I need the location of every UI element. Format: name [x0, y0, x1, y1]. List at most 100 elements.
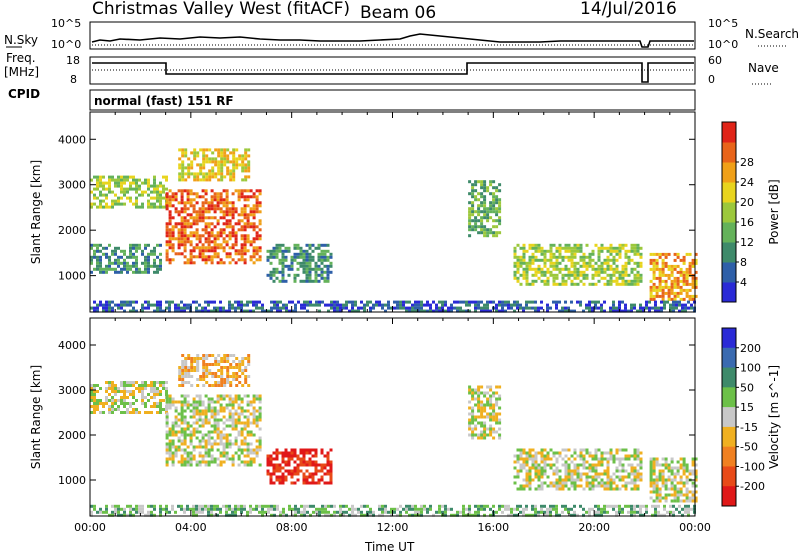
- data-cell: [272, 457, 276, 461]
- data-cell: [667, 469, 671, 473]
- data-cell: [237, 397, 241, 401]
- data-cell: [198, 234, 202, 238]
- data-cell: [168, 397, 172, 401]
- data-cell: [676, 276, 680, 280]
- data-cell: [528, 246, 532, 250]
- data-cell: [558, 267, 562, 271]
- data-cell: [195, 504, 198, 508]
- data-cell: [405, 504, 408, 508]
- data-cell: [639, 478, 643, 482]
- data-cell: [234, 439, 238, 443]
- data-cell: [249, 442, 253, 446]
- data-cell: [196, 369, 200, 372]
- data-cell: [363, 303, 366, 307]
- data-cell: [153, 381, 156, 384]
- data-cell: [408, 513, 411, 517]
- data-cell: [243, 439, 247, 443]
- data-cell: [299, 469, 303, 473]
- data-cell: [582, 255, 586, 259]
- data-cell: [492, 180, 496, 184]
- data-cell: [357, 309, 360, 313]
- data-cell: [183, 303, 186, 307]
- data-cell: [238, 381, 242, 384]
- data-cell: [293, 460, 297, 464]
- data-cell: [123, 193, 126, 197]
- data-cell: [633, 261, 637, 265]
- data-cell: [546, 451, 550, 455]
- data-cell: [639, 472, 643, 476]
- data-cell: [207, 234, 211, 238]
- data-cell: [564, 249, 568, 253]
- data-cell: [231, 213, 235, 217]
- data-cell: [624, 469, 628, 473]
- data-cell: [585, 472, 589, 476]
- data-cell: [293, 469, 297, 473]
- data-cell: [216, 457, 220, 461]
- data-cell: [123, 402, 126, 405]
- data-cell: [510, 510, 513, 514]
- data-cell: [351, 303, 354, 307]
- data-cell: [534, 454, 538, 458]
- data-cell: [180, 457, 184, 461]
- data-cell: [223, 160, 227, 164]
- data-cell: [208, 148, 212, 152]
- data-cell: [225, 252, 229, 256]
- data-cell: [636, 270, 640, 274]
- data-cell: [603, 276, 607, 280]
- data-cell: [468, 192, 472, 196]
- data-cell: [269, 457, 273, 461]
- data-cell: [266, 457, 270, 461]
- data-cell: [123, 249, 126, 253]
- data-cell: [96, 264, 99, 268]
- data-cell: [582, 258, 586, 262]
- data-cell: [672, 309, 675, 313]
- data-cell: [326, 255, 330, 259]
- data-cell: [223, 378, 227, 381]
- data-cell: [193, 151, 197, 155]
- data-cell: [229, 366, 233, 369]
- data-cell: [153, 396, 156, 399]
- data-cell: [231, 234, 235, 238]
- data-cell: [483, 216, 487, 220]
- data-cell: [123, 181, 126, 185]
- data-cell: [90, 387, 93, 390]
- data-cell: [687, 510, 690, 514]
- data-cell: [165, 195, 169, 199]
- data-cell: [679, 466, 683, 470]
- data-cell: [624, 454, 628, 458]
- data-cell: [618, 273, 622, 277]
- data-cell: [90, 396, 93, 399]
- data-cell: [673, 478, 677, 482]
- data-cell: [636, 252, 640, 256]
- data-cell: [405, 306, 408, 310]
- data-cell: [570, 475, 574, 479]
- data-cell: [202, 148, 206, 152]
- data-cell: [213, 210, 217, 214]
- data-cell: [159, 402, 162, 405]
- data-cell: [252, 255, 256, 259]
- data-cell: [90, 405, 93, 408]
- data-cell: [588, 466, 592, 470]
- data-cell: [597, 510, 600, 514]
- data-cell: [537, 258, 541, 262]
- data-cell: [649, 484, 653, 488]
- data-cell: [486, 300, 489, 304]
- data-cell: [682, 261, 686, 265]
- data-cell: [276, 300, 279, 304]
- data-cell: [270, 504, 273, 508]
- data-cell: [114, 408, 117, 411]
- data-cell: [630, 472, 634, 476]
- data-cell: [199, 169, 203, 173]
- data-cell: [195, 237, 199, 241]
- data-cell: [249, 189, 253, 193]
- data-cell: [633, 303, 636, 307]
- data-cell: [618, 246, 622, 250]
- data-cell: [558, 282, 562, 286]
- data-cell: [636, 504, 639, 508]
- data-cell: [192, 409, 196, 413]
- data-cell: [327, 513, 330, 517]
- data-cell: [208, 384, 212, 387]
- data-cell: [99, 202, 102, 206]
- data-cell: [93, 393, 96, 396]
